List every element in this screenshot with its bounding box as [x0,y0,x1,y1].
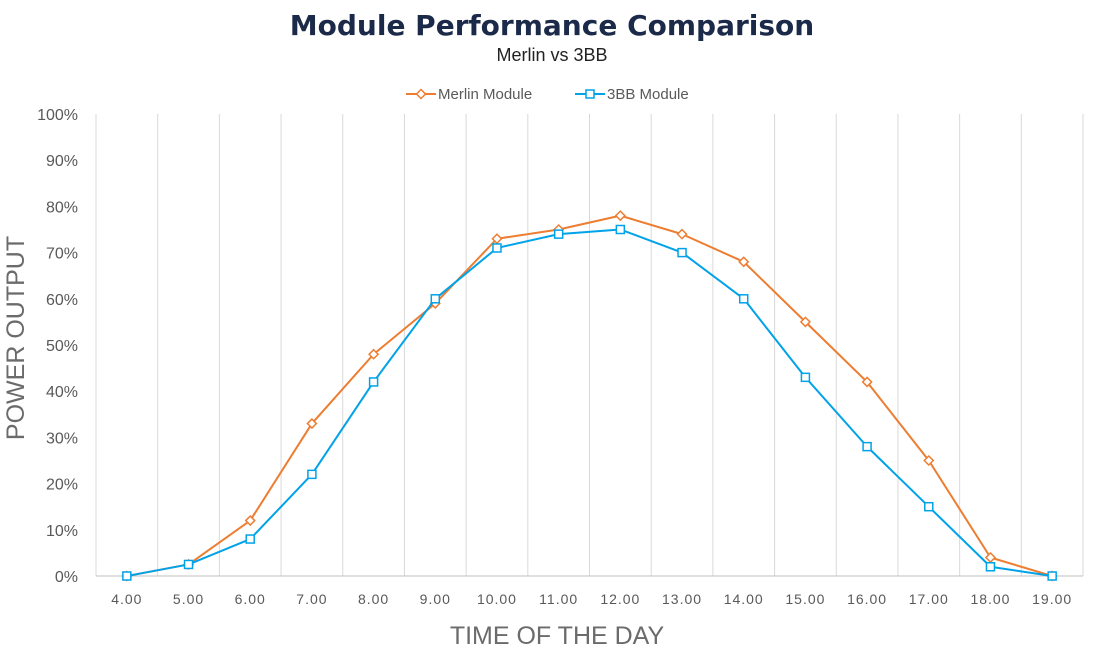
data-point [738,256,750,268]
x-tick-label: 10.00 [477,591,517,607]
data-point [430,294,441,304]
x-tick-label: 15.00 [785,591,825,607]
data-point [923,454,935,467]
x-tick-label: 17.00 [909,591,949,607]
y-tick-label: 10% [46,523,78,540]
data-point [122,571,132,581]
chart-title: Module Performance Comparison [290,9,814,42]
data-point [368,377,379,387]
data-point [244,514,256,527]
x-tick-label: 9.00 [420,591,451,607]
data-point [800,372,811,383]
y-tick-label: 80% [46,199,78,216]
legend-label: 3BB Module [607,86,689,103]
y-tick-label: 0% [55,569,78,586]
x-axis-title: TIME OF THE DAY [450,622,665,650]
x-tick-label: 16.00 [847,591,887,607]
data-point [677,247,687,258]
y-tick-label: 90% [46,153,78,170]
data-point [676,228,688,240]
data-point [307,469,317,480]
y-tick-label: 50% [46,338,78,355]
data-point [615,224,626,235]
legend: Merlin Module 3BB Module [406,86,689,103]
y-tick-label: 40% [46,384,78,401]
y-tick-label: 100% [37,107,78,124]
x-tick-label: 19.00 [1032,591,1072,607]
y-axis-ticks: 0% 10% 20% 30% 40% 50% 60% 70% 80% 90% 100% [37,107,78,586]
y-tick-label: 30% [46,430,78,447]
x-tick-label: 7.00 [296,591,327,607]
series-3bb-module [122,224,1057,581]
data-point [799,316,811,328]
data-point [924,501,934,512]
x-axis-ticks: 4.00 5.00 6.00 7.00 8.00 9.00 10.00 11.00 12.00 1… [111,591,1072,607]
legend-item: Merlin Module [406,86,532,103]
series-line [126,214,1053,577]
data-point [306,417,318,430]
data-point [738,294,749,304]
x-tick-label: 12.00 [600,591,640,607]
x-tick-label: 5.00 [173,591,204,607]
data-point [553,229,564,239]
legend-marker [415,88,427,100]
y-tick-label: 70% [46,246,78,263]
y-tick-label: 60% [46,292,78,309]
chart-subtitle: Merlin vs 3BB [496,45,607,65]
grid [95,114,1084,577]
data-point [862,441,872,452]
x-tick-label: 14.00 [724,591,764,607]
legend-item: 3BB Module [575,86,689,103]
x-tick-label: 6.00 [235,591,266,607]
y-tick-label: 20% [46,477,78,494]
data-point [183,559,194,570]
series-layer [121,210,1058,582]
x-tick-label: 13.00 [662,591,702,607]
x-tick-label: 4.00 [111,591,142,607]
data-point [861,376,873,388]
y-axis-title: POWER OUTPUT [2,236,30,440]
data-point [245,534,255,544]
x-tick-label: 11.00 [539,591,578,607]
series-line [126,228,1053,577]
legend-marker [585,89,595,99]
x-tick-label: 8.00 [358,591,389,607]
legend-label: Merlin Module [438,86,532,103]
data-point [492,243,502,253]
data-point [368,348,380,360]
x-tick-label: 18.00 [970,591,1010,607]
data-point [1047,571,1057,581]
data-point [614,210,626,222]
data-point [985,562,996,572]
